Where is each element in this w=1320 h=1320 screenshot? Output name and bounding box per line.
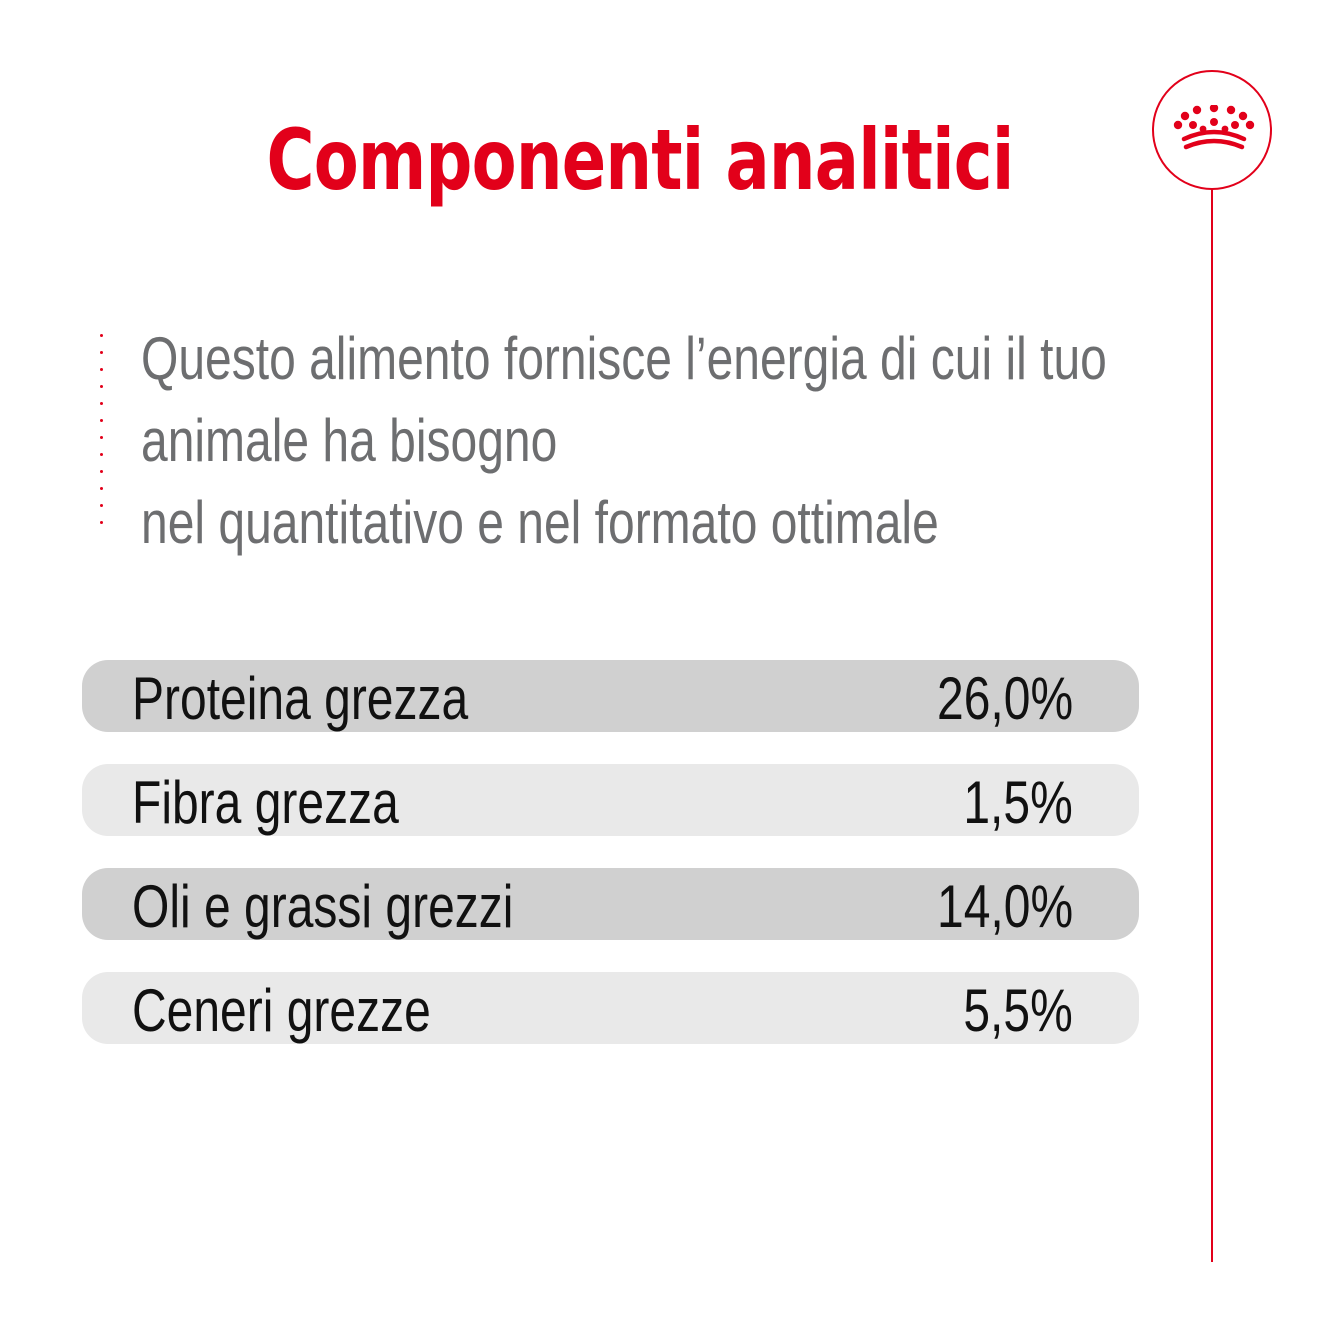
royal-crown-icon xyxy=(1173,105,1255,150)
component-value: 14,0% xyxy=(936,873,1073,940)
table-row: Oli e grassi grezzi 14,0% xyxy=(82,868,1139,940)
intro-text: Questo alimento fornisce l’energia di cu… xyxy=(141,318,1107,564)
component-value: 5,5% xyxy=(963,977,1073,1044)
table-row: Proteina grezza 26,0% xyxy=(82,660,1139,732)
page-title: Componenti analitici xyxy=(266,111,1014,209)
table-row: Ceneri grezze 5,5% xyxy=(82,972,1139,1044)
intro-line: nel quantitativo e nel formato ottimale xyxy=(141,489,939,556)
intro-line: animale ha bisogno xyxy=(141,407,558,474)
analytical-components-table: Proteina grezza 26,0% Fibra grezza 1,5% … xyxy=(82,660,1139,1076)
table-row: Fibra grezza 1,5% xyxy=(82,764,1139,836)
component-label: Ceneri grezze xyxy=(132,977,431,1044)
dotted-bullet-line xyxy=(100,334,106,524)
vertical-divider-line xyxy=(1211,189,1213,1262)
brand-logo xyxy=(1152,70,1272,190)
component-label: Proteina grezza xyxy=(132,665,469,732)
intro-line: Questo alimento fornisce l’energia di cu… xyxy=(141,325,1107,392)
component-value: 1,5% xyxy=(963,769,1073,836)
component-label: Fibra grezza xyxy=(132,769,399,836)
component-value: 26,0% xyxy=(936,665,1073,732)
component-label: Oli e grassi grezzi xyxy=(132,873,514,940)
